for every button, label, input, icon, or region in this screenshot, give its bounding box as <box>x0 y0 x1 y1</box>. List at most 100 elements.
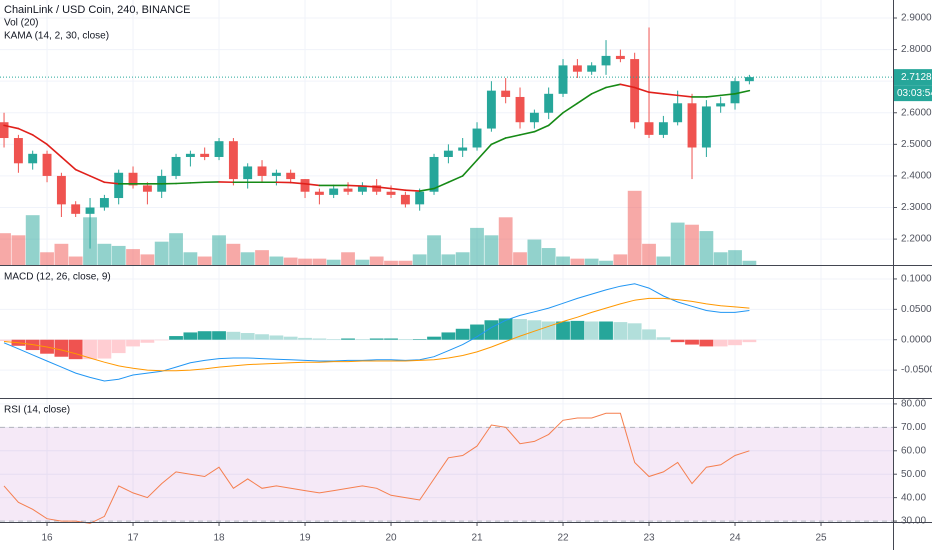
candle-body <box>13 138 23 164</box>
volume-bar <box>126 249 140 265</box>
last-price-box <box>893 69 932 86</box>
histogram-bar <box>541 321 556 340</box>
candle-body <box>501 90 511 97</box>
kama-segment <box>576 93 593 105</box>
candle-body <box>99 198 109 208</box>
histogram-bar <box>455 328 470 340</box>
kama-segment <box>304 183 321 187</box>
kama-segment <box>418 187 435 192</box>
candle-body <box>71 204 81 214</box>
x-tick-label: 20 <box>385 533 397 544</box>
histogram-bar <box>570 320 585 340</box>
macd-title: MACD (12, 26, close, 9) <box>4 272 111 283</box>
volume-bar <box>183 252 198 265</box>
volume-bar <box>212 235 226 265</box>
histogram-bar <box>369 338 384 340</box>
x-tick-label: 19 <box>299 533 311 544</box>
candle-body <box>128 172 138 186</box>
histogram-bar <box>183 332 198 340</box>
histogram-bar <box>169 336 183 340</box>
candle-body <box>214 141 224 157</box>
histogram-bar <box>212 331 226 340</box>
volume-bar <box>599 260 613 265</box>
y-tick-label: -0.0500 <box>901 365 932 376</box>
candle-body <box>601 55 611 66</box>
kama-segment <box>490 137 507 146</box>
candle-body <box>343 188 353 192</box>
kama-segment <box>562 102 579 114</box>
volume-bar <box>441 254 456 265</box>
y-tick-label: 0.1000 <box>901 274 932 285</box>
volume-bar <box>25 215 40 265</box>
candle-body <box>730 81 740 104</box>
y-tick-label: 40.00 <box>901 492 926 503</box>
candle-body <box>300 179 310 192</box>
volume-bar <box>685 224 699 265</box>
candle-body <box>701 106 711 148</box>
kama-legend: KAMA (14, 2, 30, close) <box>4 31 109 42</box>
candle-body <box>587 65 597 72</box>
histogram-bar <box>427 336 441 340</box>
histogram-bar <box>699 339 714 347</box>
kama-segment <box>648 91 665 95</box>
histogram-bar <box>685 339 699 345</box>
candle-body <box>458 147 468 151</box>
x-tick-label: 23 <box>643 533 655 544</box>
candle-body <box>28 153 38 164</box>
histogram-bar <box>255 334 269 340</box>
candle-body <box>544 93 554 113</box>
volume-bar <box>613 254 628 265</box>
candle-body <box>0 122 9 139</box>
kama-segment <box>533 124 550 133</box>
y-tick-label: 80.00 <box>901 399 926 410</box>
volume-bar <box>140 254 155 265</box>
histogram-bar <box>441 332 456 340</box>
countdown-box <box>893 85 932 102</box>
candle-body <box>486 90 496 129</box>
volume-bar <box>11 235 26 265</box>
histogram-bar <box>283 336 298 340</box>
candle-body <box>372 185 382 192</box>
histogram-bar <box>498 318 513 340</box>
kama-segment <box>547 111 564 127</box>
histogram-bar <box>111 339 126 354</box>
rsi-title: RSI (14, close) <box>4 405 70 416</box>
histogram-bar <box>470 324 484 340</box>
candle-body <box>386 191 396 195</box>
candle-body <box>257 166 267 176</box>
candle-body <box>572 65 582 72</box>
histogram-bar <box>341 338 355 340</box>
volume-bar <box>369 256 384 265</box>
kama-segment <box>3 124 20 130</box>
kama-segment <box>60 156 77 171</box>
volume-bar <box>97 243 112 265</box>
histogram-bar <box>599 321 613 340</box>
volume-bar <box>498 217 513 265</box>
histogram-bar <box>126 339 140 347</box>
histogram-bar <box>613 322 628 340</box>
histogram-bar <box>713 339 728 347</box>
candle-body <box>472 128 482 148</box>
histogram-bar <box>68 339 83 360</box>
volume-bar <box>384 260 398 265</box>
kama-segment <box>189 181 206 184</box>
volume-bar <box>556 256 570 265</box>
candle-body <box>171 156 181 176</box>
candle-body <box>429 156 439 192</box>
kama-segment <box>461 159 478 177</box>
volume-bar <box>298 258 312 265</box>
histogram-bar <box>527 320 542 340</box>
last-price-label: 2.7128 <box>901 72 932 83</box>
kama-segment <box>605 83 622 89</box>
histogram-bar <box>226 331 241 340</box>
candle-body <box>687 103 697 148</box>
candle-body <box>200 153 210 157</box>
volume-bar <box>398 260 413 265</box>
candle-body <box>673 103 683 123</box>
candle-body <box>185 153 195 157</box>
kama-segment <box>404 189 421 192</box>
volume-bar <box>326 259 341 265</box>
candle-body <box>644 122 654 135</box>
kama-segment <box>633 86 650 94</box>
